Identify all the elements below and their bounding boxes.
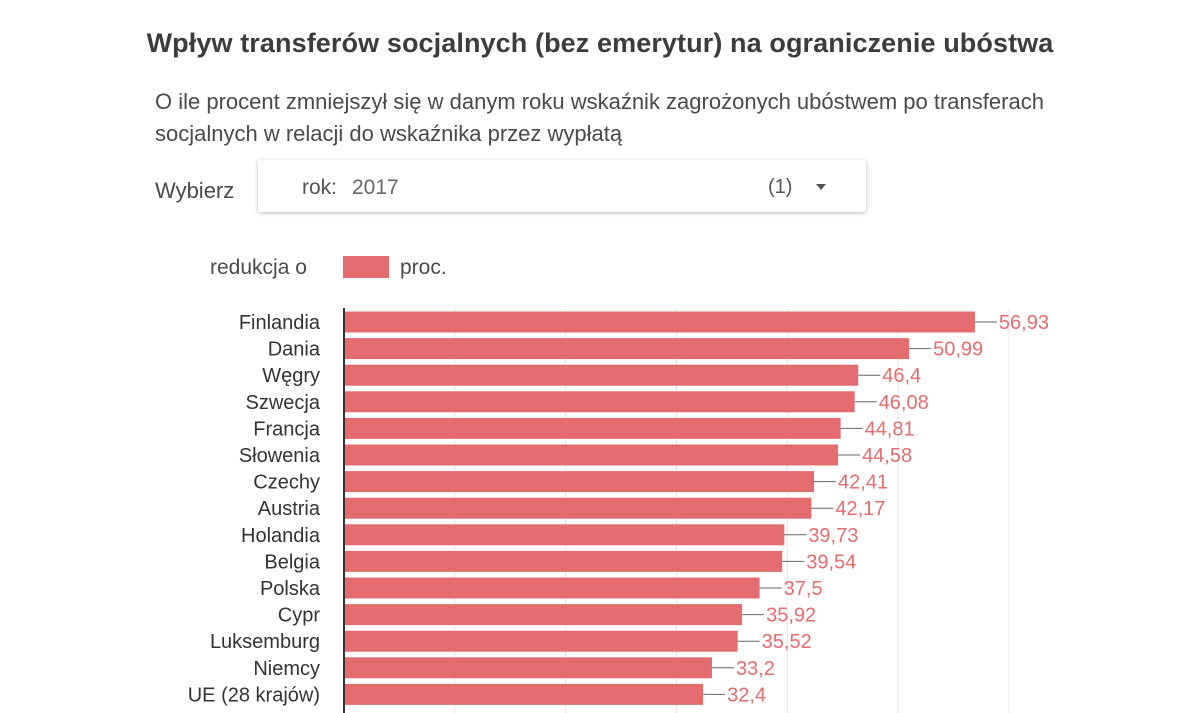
value-label: 42,41	[838, 472, 888, 494]
legend-label: proc.	[400, 256, 447, 279]
year-select-value: 2017	[352, 176, 399, 199]
category-label: UE (28 krajów)	[188, 684, 320, 706]
bar	[344, 604, 743, 626]
bar	[344, 417, 841, 439]
bar	[344, 683, 704, 705]
value-label: 39,54	[806, 551, 856, 573]
category-label: Luksemburg	[210, 631, 320, 653]
category-label: Holandia	[241, 525, 321, 547]
year-select[interactable]: rok: 2017 (1)	[258, 160, 866, 212]
category-label: Belgia	[264, 551, 320, 573]
chevron-down-icon[interactable]	[816, 184, 826, 190]
bar	[344, 497, 812, 519]
category-label: Austria	[258, 498, 321, 520]
value-label: 44,58	[862, 445, 912, 467]
category-label: Czechy	[253, 472, 320, 494]
category-label: Szwecja	[246, 392, 321, 414]
value-label: 44,81	[865, 418, 915, 440]
category-label: Polska	[260, 578, 321, 600]
bar	[344, 338, 910, 360]
value-label: 42,17	[835, 498, 885, 520]
bar	[344, 657, 712, 679]
category-label: Węgry	[262, 365, 320, 387]
value-label: 35,52	[762, 631, 812, 653]
chart-subtitle: O ile procent zmniejszył się w danym rok…	[155, 89, 1044, 146]
value-label: 39,73	[808, 525, 858, 547]
category-label: Słowenia	[239, 445, 321, 467]
value-label: 33,2	[736, 658, 775, 680]
chart-title: Wpływ transferów socjalnych (bez emerytu…	[146, 28, 1054, 58]
bar	[344, 311, 975, 333]
value-label: 35,92	[766, 605, 816, 627]
value-label: 56,93	[999, 312, 1049, 334]
bar	[344, 577, 760, 599]
filter-label: Wybierz	[155, 178, 235, 203]
category-label: Finlandia	[239, 312, 321, 334]
bar	[344, 364, 859, 386]
category-label: Cypr	[278, 605, 321, 627]
category-label: Francja	[253, 418, 321, 440]
bar	[344, 524, 785, 546]
year-select-count: (1)	[768, 176, 793, 198]
legend-swatch	[343, 256, 389, 278]
category-label: Niemcy	[253, 658, 320, 680]
year-select-key: rok:	[302, 176, 338, 199]
bar	[344, 444, 839, 466]
legend-title: redukcja o	[210, 256, 307, 279]
value-label: 46,08	[879, 392, 929, 414]
bar	[344, 391, 855, 413]
bar	[344, 550, 783, 572]
value-label: 50,99	[933, 339, 983, 361]
category-label: Dania	[268, 339, 321, 361]
bar	[344, 471, 815, 493]
value-label: 32,4	[727, 684, 766, 706]
bar	[344, 630, 738, 652]
value-label: 37,5	[784, 578, 823, 600]
value-label: 46,4	[882, 365, 921, 387]
